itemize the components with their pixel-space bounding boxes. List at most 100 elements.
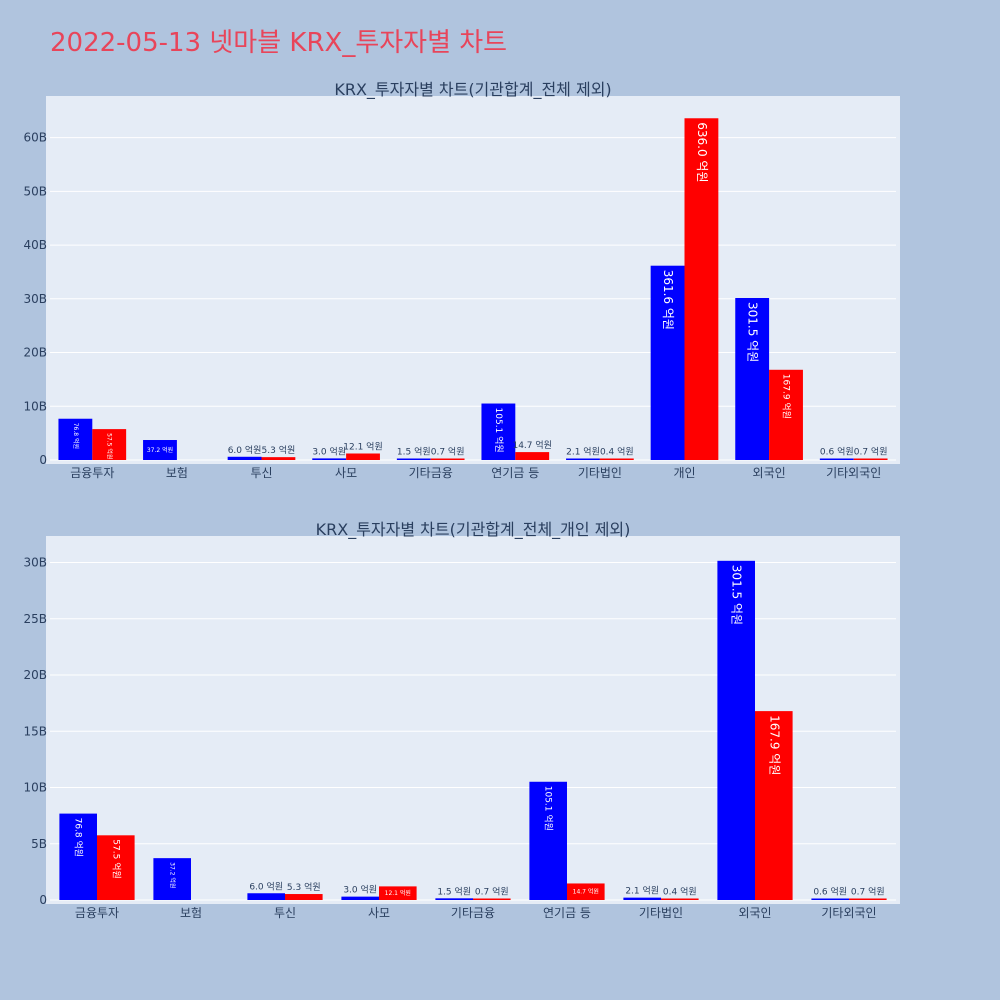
data-label: 6.0 억원: [228, 444, 262, 456]
sell-bar: [684, 118, 719, 461]
data-label: 5.3 억원: [287, 881, 321, 893]
sell-bar: [755, 711, 793, 900]
sell-bar: [853, 458, 888, 460]
x-tick-label: 금융투자: [70, 466, 114, 480]
data-label: 0.6 억원: [813, 886, 847, 898]
sell-bar: [599, 458, 634, 460]
buy-bar: [143, 440, 177, 460]
buy-bar: [717, 560, 755, 900]
x-tick-label: 연기금 등: [543, 906, 591, 920]
y-tick-label: 60B: [23, 131, 47, 145]
x-tick-label: 투신: [250, 466, 272, 480]
data-label: 0.4 억원: [663, 886, 697, 898]
data-label: 57.5 억원: [106, 433, 114, 459]
buy-bar: [341, 896, 379, 900]
chart-title: KRX_투자자별 차트(기관합계_전체 제외): [334, 80, 611, 100]
sell-bar: [346, 453, 380, 460]
data-label: 361.6 억원: [661, 270, 675, 330]
sell-bar: [567, 883, 605, 900]
data-label: 1.5 억원: [437, 885, 471, 897]
data-label: 12.1 억원: [385, 889, 411, 897]
buy-bar: [153, 858, 191, 900]
buy-bar: [58, 418, 93, 460]
y-tick-label: 0: [39, 893, 47, 907]
sell-bar: [473, 898, 511, 900]
buy-bar: [435, 898, 473, 900]
buy-bar: [811, 898, 849, 900]
data-label: 5.3 억원: [262, 444, 296, 456]
sell-bar: [285, 894, 323, 900]
data-label: 76.8 억원: [73, 818, 85, 857]
sell-bar: [379, 886, 417, 900]
data-label: 167.9 억원: [767, 715, 781, 775]
data-label: 3.0 억원: [312, 445, 346, 457]
data-label: 2.1 억원: [625, 885, 659, 897]
x-tick-label: 사모: [335, 466, 357, 480]
y-tick-label: 40B: [23, 238, 47, 252]
x-tick-label: 기타법인: [578, 466, 622, 480]
data-label: 12.1 억원: [343, 440, 382, 452]
x-tick-label: 개인: [673, 466, 695, 480]
sell-bar: [769, 369, 803, 460]
x-tick-label: 투신: [274, 906, 296, 920]
x-tick-label: 기타금융: [409, 466, 453, 480]
sell-bar: [97, 835, 135, 900]
y-tick-label: 20B: [23, 346, 47, 360]
sell-bar: [261, 457, 296, 460]
buy-bar: [396, 458, 431, 460]
buy-bar: [227, 456, 262, 460]
sell-bar: [515, 452, 550, 460]
data-label: 37.2 억원: [147, 446, 173, 454]
buy-bar: [650, 265, 685, 460]
x-tick-label: 기타법인: [639, 906, 683, 920]
buy-bar: [735, 298, 770, 460]
buy-bar: [623, 897, 661, 900]
data-label: 1.5 억원: [397, 446, 431, 458]
y-tick-label: 50B: [23, 184, 47, 198]
sell-bar: [430, 458, 465, 460]
data-label: 14.7 억원: [512, 439, 551, 451]
x-tick-label: 금융투자: [75, 906, 119, 920]
data-label: 37.2 억원: [169, 862, 177, 888]
x-tick-label: 외국인: [738, 906, 771, 920]
x-tick-label: 기타외국인: [826, 466, 881, 480]
y-tick-label: 10B: [23, 781, 47, 795]
data-label: 636.0 억원: [695, 122, 709, 182]
x-tick-label: 기타금융: [451, 906, 495, 920]
data-label: 6.0 억원: [249, 880, 283, 892]
y-tick-label: 10B: [23, 399, 47, 413]
sell-bar: [849, 898, 887, 900]
data-label: 0.7 억원: [854, 446, 888, 458]
data-label: 2.1 억원: [566, 446, 600, 458]
buy-bar: [59, 813, 97, 900]
buy-bar: [247, 893, 285, 900]
y-tick-label: 0: [39, 453, 47, 467]
data-label: 0.6 억원: [820, 446, 854, 458]
data-label: 0.4 억원: [600, 446, 634, 458]
x-tick-label: 연기금 등: [491, 466, 539, 480]
buy-bar: [529, 781, 567, 900]
data-label: 14.7 억원: [573, 888, 599, 896]
buy-bar: [566, 458, 600, 460]
data-label: 0.7 억원: [851, 886, 885, 898]
x-tick-label: 외국인: [753, 466, 786, 480]
data-label: 301.5 억원: [746, 302, 760, 362]
y-tick-label: 20B: [23, 668, 47, 682]
x-tick-label: 기타외국인: [821, 906, 876, 920]
x-tick-label: 보험: [166, 466, 188, 480]
data-label: 57.5 억원: [110, 839, 122, 878]
y-tick-label: 30B: [23, 556, 47, 570]
sell-bar: [92, 429, 127, 460]
buy-bar: [819, 458, 854, 460]
x-tick-label: 사모: [368, 906, 390, 920]
chart-title: KRX_투자자별 차트(기관합계_전체_개인 제외): [316, 520, 631, 540]
y-tick-label: 25B: [23, 612, 47, 626]
x-tick-label: 보험: [180, 906, 202, 920]
data-label: 0.7 억원: [431, 446, 465, 458]
buy-bar: [312, 458, 347, 460]
y-tick-label: 15B: [23, 724, 47, 738]
y-tick-label: 5B: [31, 837, 47, 851]
data-label: 167.9 억원: [781, 374, 793, 419]
data-label: 301.5 억원: [730, 565, 744, 625]
data-label: 76.8 억원: [72, 423, 80, 449]
